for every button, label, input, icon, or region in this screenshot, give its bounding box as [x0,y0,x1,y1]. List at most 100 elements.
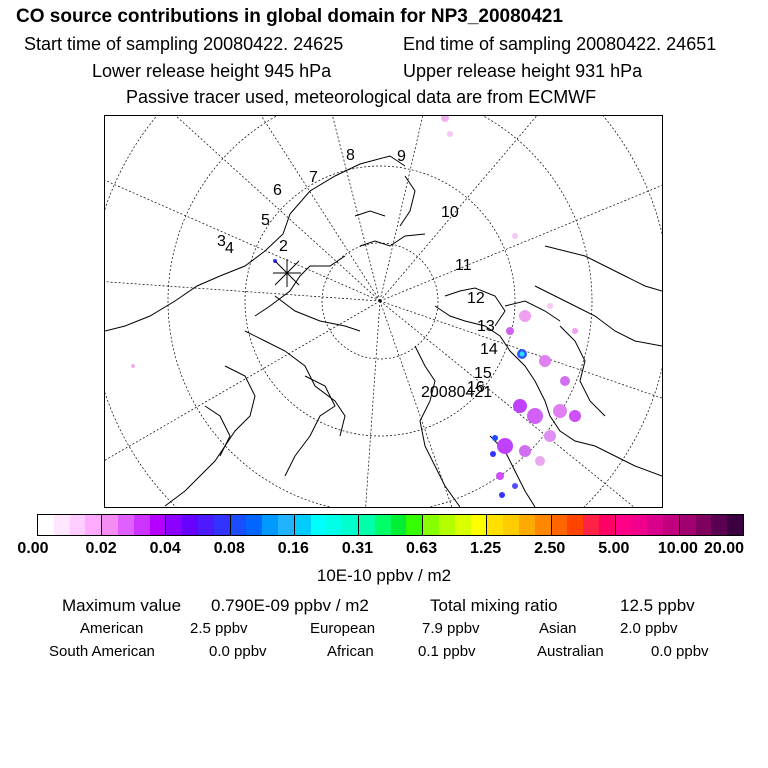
colorbar-tick-label: 0.04 [149,540,181,557]
lower-release-text: Lower release height 945 hPa [92,61,332,81]
track-label: 6 [273,182,282,199]
region-value-african: 0.1 ppbv [418,643,476,660]
colorbar-segment [503,515,519,535]
track-label: 16 [467,379,485,396]
total-mixing-label: Total mixing ratio [430,596,558,615]
track-labels: 2 3 4 5 6 7 8 9 10 11 12 13 14 15 16 200… [217,147,498,401]
colorbar-segment [53,515,70,535]
colorbar-segment [727,515,744,535]
colorbar-segment [374,515,391,535]
colorbar-segment [326,515,343,535]
colorbar-segment [695,515,712,535]
colorbar-segment [133,515,150,535]
colorbar-segment [551,515,568,535]
track-label: 4 [225,240,234,257]
colorbar-segment [583,515,599,535]
colorbar-segment [294,515,311,535]
max-value-label: Maximum value [62,596,182,615]
colorbar-segment [102,515,118,535]
colorbar-segment [647,515,664,535]
concentration-field [131,116,581,498]
colorbar-segment [423,515,439,535]
latitude-circles [105,116,662,507]
coastlines [105,155,662,507]
track-label: 10 [441,204,459,221]
colorbar-tick-label: 0.08 [213,540,245,557]
track-label: 12 [467,290,485,307]
total-mixing-value: 12.5 ppbv [620,596,695,615]
colorbar-segment [470,515,488,535]
colorbar-segment [310,515,327,535]
colorbar-segment [406,515,424,535]
colorbar-segment [38,515,54,535]
region-value-australian: 0.0 ppbv [651,643,709,660]
region-value-european: 7.9 ppbv [422,620,480,637]
colorbar-segment [534,515,552,535]
colorbar-tick-label: 2.50 [534,540,566,557]
colorbar-segment [213,515,231,535]
colorbar-segment [85,515,103,535]
track-label: 15 [474,365,492,382]
colorbar-segment [230,515,247,535]
track-label: 8 [346,147,355,164]
colorbar-segment [342,515,359,535]
colorbar-segment [454,515,471,535]
colorbar-segment [358,515,375,535]
colorbar-segment [262,515,278,535]
colorbar-segment [197,515,214,535]
region-value-american: 2.5 ppbv [190,620,248,637]
track-label: 7 [309,169,318,186]
region-name-australian: Australian [537,643,604,660]
polar-map: 2 3 4 5 6 7 8 9 10 11 12 13 14 15 16 200… [104,115,663,508]
region-value-asian: 2.0 ppbv [620,620,678,637]
colorbar-segment [711,515,728,535]
max-value: 0.790E-09 ppbv / m2 [211,596,369,615]
region-name-asian: Asian [539,620,577,637]
region-name-african: African [327,643,374,660]
track-label: 14 [480,341,498,358]
colorbar-segment [117,515,134,535]
meridians [105,116,662,507]
colorbar-segment [390,515,407,535]
track-label: 5 [261,212,270,229]
track-label: 2 [279,238,288,255]
track-label: 3 [217,233,226,250]
region-name-american: American [80,620,144,637]
start-time-text: Start time of sampling 20080422. 24625 [24,34,344,54]
end-time-text: End time of sampling 20080422. 24651 [403,34,717,54]
colorbar-tick-label: 1.25 [470,540,502,557]
region-name-south-american: South American [49,643,155,660]
colorbar-tick-label: 0.31 [341,540,374,557]
colorbar-tick-label: 0.00 [17,540,49,557]
colorbar-segment [277,515,295,535]
colorbar-segment [679,515,696,535]
colorbar-tick-label: 10.00 [657,540,698,557]
colorbar-segment [149,515,167,535]
colorbar-segment [567,515,584,535]
colorbar-tick-label: 20.00 [703,540,745,557]
track-label: 20080421 [421,384,492,401]
colorbar-unit: 10E-10 ppbv / m2 [316,566,452,585]
colorbar-segment [487,515,504,535]
track-label: 13 [477,318,495,335]
colorbar-segment [166,515,183,535]
upper-release-text: Upper release height 931 hPa [403,61,643,81]
map-canvas: 2 3 4 5 6 7 8 9 10 11 12 13 14 15 16 200… [105,116,662,507]
track-label: 9 [397,148,406,165]
colorbar-segment [598,515,616,535]
colorbar-segment [182,515,198,535]
colorbar-tick-label: 0.16 [277,540,309,557]
tracer-note: Passive tracer used, meteorological data… [126,87,597,107]
region-name-european: European [310,620,376,637]
track-label: 11 [455,257,472,274]
colorbar-segment [246,515,263,535]
colorbar-tick-label: 0.02 [85,540,117,557]
release-point-marker [273,259,301,287]
colorbar-tick-label: 0.63 [405,540,438,557]
colorbar-segment [663,515,680,535]
colorbar-segment [518,515,535,535]
colorbar-segment [69,515,86,535]
colorbar-segment [438,515,455,535]
colorbar-segment [615,515,632,535]
colorbar-segment [631,515,648,535]
